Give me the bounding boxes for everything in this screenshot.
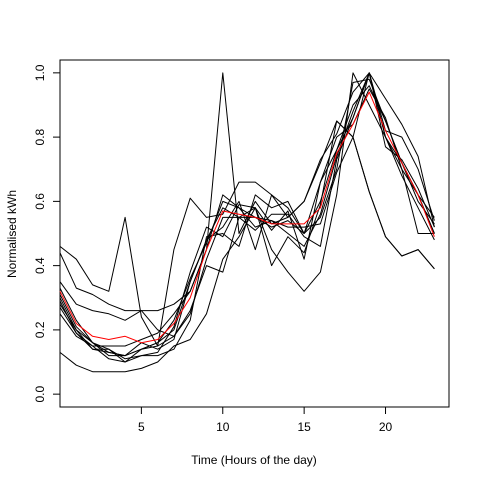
y-tick-label: 0.2 xyxy=(33,321,47,338)
x-tick-label: 10 xyxy=(216,420,230,434)
series-line-3 xyxy=(59,120,435,337)
x-axis-title: Time (Hours of the day) xyxy=(191,453,317,467)
y-tick-label: 1.0 xyxy=(33,64,47,81)
x-tick-label: 20 xyxy=(379,420,393,434)
series-line-11 xyxy=(59,72,435,373)
series-line-1 xyxy=(59,72,435,347)
y-tick-label: 0.4 xyxy=(33,257,47,274)
plot-frame xyxy=(59,59,450,408)
y-axis: 0.0 0.2 0.4 0.6 0.8 1.0 xyxy=(33,64,60,402)
mean-series-line xyxy=(59,91,435,344)
series-line-9 xyxy=(59,88,435,363)
series-line-10 xyxy=(59,72,435,347)
series-line-4 xyxy=(59,120,435,357)
y-axis-title: Normalised kWh xyxy=(5,190,19,278)
x-tick-label: 5 xyxy=(138,420,145,434)
series-layer xyxy=(59,72,435,373)
y-tick-label: 0.8 xyxy=(33,128,47,145)
x-axis: 5 10 15 20 xyxy=(138,407,393,434)
series-line-8 xyxy=(59,85,435,357)
x-tick-label: 15 xyxy=(297,420,311,434)
y-tick-label: 0.0 xyxy=(33,385,47,402)
y-tick-label: 0.6 xyxy=(33,193,47,210)
